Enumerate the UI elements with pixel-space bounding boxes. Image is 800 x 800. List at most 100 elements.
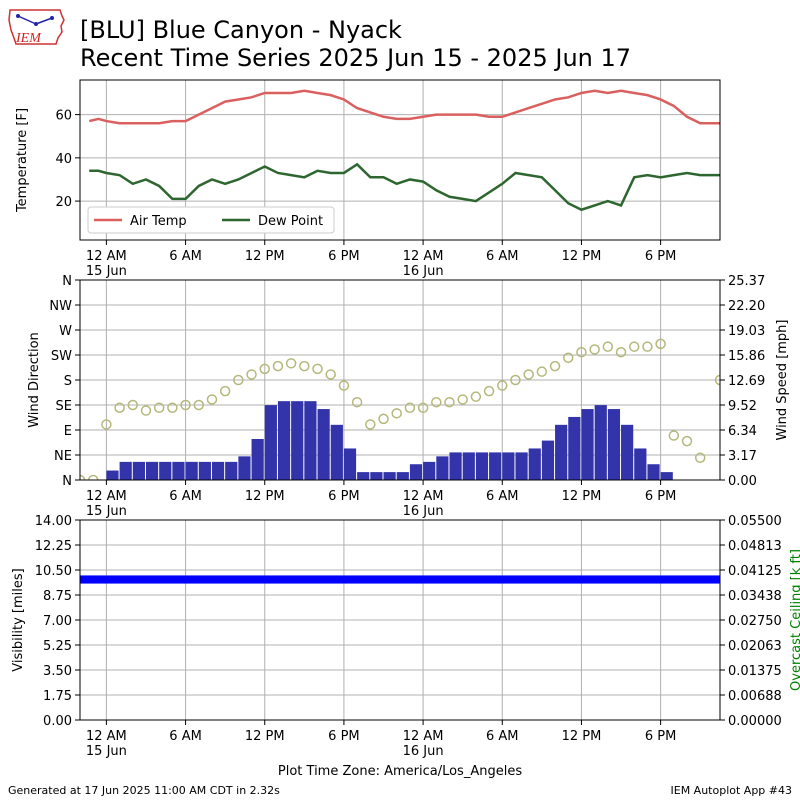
wind-direction-point — [206, 394, 218, 405]
legend-box — [87, 206, 335, 234]
wind-direction-point — [562, 352, 574, 364]
wind-direction-point — [681, 435, 693, 447]
visibility-tick-label: 5.25 — [43, 639, 72, 654]
wind-direction-point — [602, 341, 614, 352]
wind-direction-point — [299, 360, 310, 372]
wind-direction-point — [615, 346, 627, 358]
wind-speed-tick-label: 12.69 — [728, 374, 765, 389]
wind-direction-axis-label: Wind Direction — [27, 332, 42, 428]
wind-speed-bar — [528, 448, 541, 480]
wind-speed-bar — [607, 409, 621, 480]
wind-direction-tick-label: E — [64, 424, 72, 439]
wind-speed-bar — [277, 401, 291, 480]
x-tick-label: 12 PM — [562, 729, 602, 744]
wind-speed-bar — [251, 439, 264, 480]
chart-title: [BLU] Blue Canyon - Nyack — [80, 16, 402, 44]
wind-direction-point — [510, 374, 521, 386]
wind-speed-bar — [647, 464, 660, 480]
wind-direction-tick-label: N — [62, 474, 72, 489]
x-tick-label: 12 AM — [86, 489, 127, 504]
wind-direction-point — [233, 374, 244, 386]
ceiling-tick-label: 0.00000 — [728, 714, 782, 729]
wind-direction-point — [655, 338, 666, 350]
wind-speed-bar — [106, 470, 119, 480]
x-tick-sublabel: 16 Jun — [403, 504, 444, 519]
wind-direction-point — [589, 344, 600, 355]
visibility-marks — [80, 575, 720, 584]
x-tick-sublabel: 15 Jun — [86, 264, 127, 279]
wind-speed-bar — [291, 401, 304, 480]
x-tick-sublabel: 15 Jun — [86, 504, 127, 519]
wind-speed-bar — [621, 424, 634, 480]
wind-direction-tick-label: W — [59, 324, 72, 339]
x-tick-label: 6 PM — [328, 729, 359, 744]
chart-subtitle: Recent Time Series 2025 Jun 15 - 2025 Ju… — [80, 44, 632, 72]
x-tick-label: 12 PM — [245, 489, 285, 504]
visibility-tick-label: 0.00 — [43, 714, 72, 729]
wind-speed-bar — [330, 424, 343, 480]
chart-header: IEM [BLU] Blue Canyon - Nyack Recent Tim… — [0, 0, 800, 80]
wind-direction-point — [285, 358, 297, 369]
wind-direction-point — [114, 402, 125, 414]
wind-direction-point — [312, 363, 323, 375]
x-tick-label: 6 AM — [486, 729, 519, 744]
x-tick-label: 12 AM — [403, 489, 444, 504]
legend-label-air-temp: Air Temp — [130, 214, 187, 229]
ceiling-tick-label: 0.04125 — [728, 564, 782, 579]
ceiling-tick-label: 0.00688 — [728, 689, 782, 704]
wind-direction-point — [351, 396, 363, 408]
wind-speed-bar — [304, 401, 317, 480]
wind-direction-point — [694, 452, 706, 464]
wind-speed-bar — [515, 452, 528, 480]
timezone-label: Plot Time Zone: America/Los_Angeles — [277, 764, 523, 779]
wind-direction-point — [549, 360, 561, 372]
wind-direction-point — [417, 402, 429, 414]
wind-speed-bar — [660, 472, 673, 480]
iem-logo: IEM — [8, 9, 65, 46]
wind-speed-bar — [159, 461, 172, 480]
wind-marks — [80, 338, 720, 480]
visibility-tick-label: 8.75 — [43, 589, 72, 604]
wind-speed-bar — [423, 461, 436, 480]
wind-direction-tick-label: S — [64, 374, 72, 389]
x-tick-label: 12 AM — [403, 729, 444, 744]
x-tick-label: 12 PM — [245, 729, 285, 744]
x-tick-label: 6 AM — [169, 489, 202, 504]
wind-speed-bar — [132, 461, 145, 480]
wind-speed-bar — [238, 456, 251, 480]
y-tick-label: 20 — [55, 195, 72, 210]
wind-speed-bar — [396, 472, 409, 480]
air-temp-line — [88, 89, 720, 125]
wind-speed-bar — [343, 448, 357, 480]
wind-speed-bar — [264, 405, 277, 480]
x-tick-label: 6 AM — [486, 249, 519, 264]
wind-direction-point — [101, 419, 112, 430]
temperature-lines — [88, 89, 720, 212]
ceiling-tick-label: 0.05500 — [728, 514, 782, 529]
x-tick-label: 12 PM — [562, 489, 602, 504]
wind-direction-point — [127, 399, 139, 411]
visibility-tick-label: 12.25 — [35, 539, 72, 554]
y-tick-label: 40 — [55, 152, 72, 167]
wind-direction-point — [576, 346, 587, 358]
visibility-band — [80, 575, 720, 584]
temperature-axis-label: Temperature [F] — [15, 108, 30, 213]
x-tick-sublabel: 16 Jun — [403, 744, 444, 759]
wind-speed-bar — [198, 461, 211, 480]
wind-speed-bar — [436, 456, 449, 480]
ceiling-tick-label: 0.02063 — [728, 639, 782, 654]
x-tick-label: 6 PM — [645, 249, 676, 264]
wind-direction-tick-label: SE — [56, 399, 72, 414]
ceiling-tick-label: 0.02750 — [728, 614, 782, 629]
autoplot-app-label: IEM Autoplot App #43 — [670, 784, 793, 797]
wind-direction-point — [193, 399, 205, 411]
x-tick-label: 6 PM — [645, 729, 676, 744]
wind-direction-point — [391, 408, 402, 419]
visibility-tick-label: 3.50 — [43, 664, 72, 679]
visibility-tick-label: 1.75 — [43, 689, 72, 704]
visibility-axis-label: Visibility [miles] — [11, 568, 26, 671]
wind-speed-bar — [489, 452, 502, 480]
x-tick-label: 12 AM — [403, 249, 444, 264]
wind-direction-point — [668, 430, 680, 441]
x-tick-label: 6 AM — [486, 489, 519, 504]
